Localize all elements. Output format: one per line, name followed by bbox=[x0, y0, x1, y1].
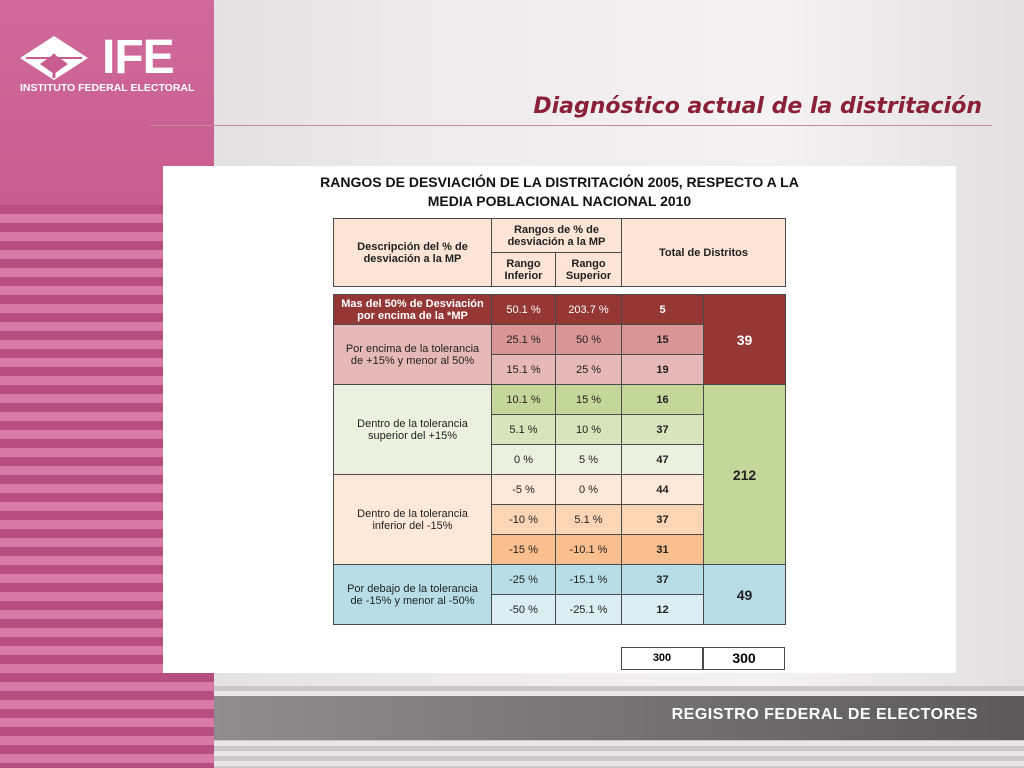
table-title-line-1: RANGOS DE DESVIACIÓN DE LA DISTRITACIÓN … bbox=[320, 174, 799, 190]
row-districts: 37 bbox=[621, 504, 704, 535]
logo-wordmark: IFE bbox=[102, 31, 175, 84]
row-districts: 5 bbox=[621, 294, 704, 325]
table-panel: RANGOS DE DESVIACIÓN DE LA DISTRITACIÓN … bbox=[163, 166, 956, 673]
row-lower: -50 % bbox=[491, 594, 556, 625]
row-districts: 31 bbox=[621, 534, 704, 565]
header-upper: Rango Superior bbox=[555, 252, 622, 287]
group-label-above-50: Mas del 50% de Desviación por encima de … bbox=[333, 294, 492, 325]
sum-districts: 300 bbox=[621, 647, 703, 670]
group-label-within-lower: Dentro de la tolerancia inferior del -15… bbox=[333, 474, 492, 565]
header-ranges: Rangos de % de desviación a la MP bbox=[491, 218, 622, 253]
row-districts: 37 bbox=[621, 414, 704, 445]
row-districts: 19 bbox=[621, 354, 704, 385]
deviation-table: Descripción del % de desviación a la MP … bbox=[333, 218, 786, 625]
row-lower: -25 % bbox=[491, 564, 556, 595]
ife-logo: IFE INSTITUTO FEDERAL ELECTORAL bbox=[18, 31, 194, 98]
header-description: Descripción del % de desviación a la MP bbox=[333, 218, 492, 287]
row-lower: -10 % bbox=[491, 504, 556, 535]
row-lower: 5.1 % bbox=[491, 414, 556, 445]
row-upper: -15.1 % bbox=[555, 564, 622, 595]
table-title-line-2: MEDIA POBLACIONAL NACIONAL 2010 bbox=[427, 193, 692, 209]
page-title: Diagnóstico actual de la distritación bbox=[533, 94, 982, 119]
row-upper: 5.1 % bbox=[555, 504, 622, 535]
row-lower: -5 % bbox=[491, 474, 556, 505]
ife-logo-icon bbox=[20, 36, 88, 80]
footer-label: REGISTRO FEDERAL DE ELECTORES bbox=[671, 706, 978, 723]
row-lower: 15.1 % bbox=[491, 354, 556, 385]
title-underline bbox=[150, 125, 992, 126]
row-upper: 0 % bbox=[555, 474, 622, 505]
row-lower: 50.1 % bbox=[491, 294, 556, 325]
row-districts: 37 bbox=[621, 564, 704, 595]
group-label-above-15: Por encima de la tolerancia de +15% y me… bbox=[333, 324, 492, 385]
header-lower: Rango Inferior bbox=[491, 252, 556, 287]
row-districts: 16 bbox=[621, 384, 704, 415]
sum-total: 300 bbox=[703, 647, 785, 670]
row-districts: 12 bbox=[621, 594, 704, 625]
total-above: 39 bbox=[703, 294, 786, 385]
row-districts: 44 bbox=[621, 474, 704, 505]
header-total: Total de Distritos bbox=[621, 218, 786, 287]
row-lower: 0 % bbox=[491, 444, 556, 475]
footer-bar bbox=[214, 696, 1024, 740]
logo-subtitle: INSTITUTO FEDERAL ELECTORAL bbox=[20, 82, 195, 94]
row-upper: -10.1 % bbox=[555, 534, 622, 565]
total-within: 212 bbox=[703, 384, 786, 565]
group-label-below-15: Por debajo de la tolerancia de -15% y me… bbox=[333, 564, 492, 625]
row-districts: 15 bbox=[621, 324, 704, 355]
row-upper: 5 % bbox=[555, 444, 622, 475]
row-upper: 10 % bbox=[555, 414, 622, 445]
row-lower: 10.1 % bbox=[491, 384, 556, 415]
row-upper: 15 % bbox=[555, 384, 622, 415]
total-below: 49 bbox=[703, 564, 786, 625]
row-lower: 25.1 % bbox=[491, 324, 556, 355]
row-upper: -25.1 % bbox=[555, 594, 622, 625]
row-upper: 25 % bbox=[555, 354, 622, 385]
row-lower: -15 % bbox=[491, 534, 556, 565]
row-upper: 203.7 % bbox=[555, 294, 622, 325]
group-label-within-upper: Dentro de la tolerancia superior del +15… bbox=[333, 384, 492, 475]
row-upper: 50 % bbox=[555, 324, 622, 355]
row-districts: 47 bbox=[621, 444, 704, 475]
